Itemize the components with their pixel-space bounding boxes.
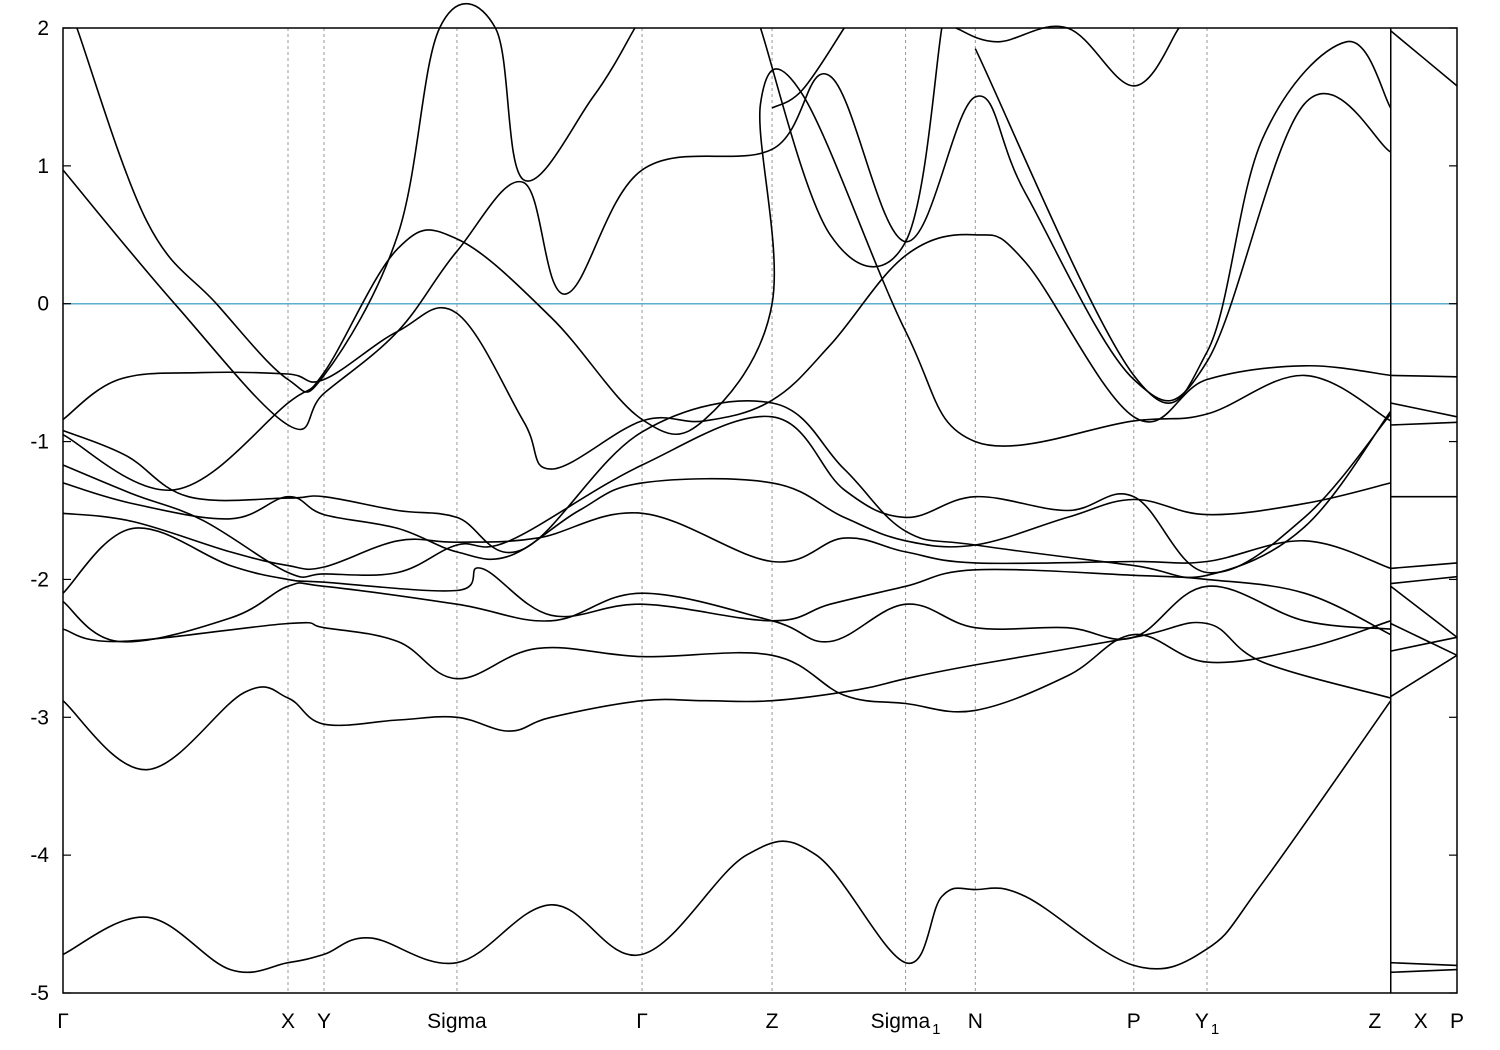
band-line-6	[62, 511, 1391, 571]
band-line-14	[771, 27, 845, 109]
band-line-23	[1390, 562, 1458, 570]
band-lines	[62, 3, 1458, 974]
x-tick-label-main: Sigma	[427, 1010, 487, 1033]
y-tick-label: -3	[30, 706, 49, 729]
y-tick-label: 1	[37, 155, 49, 178]
x-tick-label: N	[968, 1010, 983, 1033]
x-tick-label: Sigma	[427, 1010, 487, 1033]
band-line-29	[1390, 961, 1458, 967]
band-line-13	[76, 3, 636, 393]
band-line-7	[62, 477, 1391, 561]
x-tick-label-main: Y	[1195, 1010, 1209, 1033]
x-tick-label: Γ	[57, 1010, 69, 1033]
x-tick-label-main: Z	[1368, 1010, 1381, 1033]
band-line-11	[62, 68, 1392, 491]
x-axis-ticks: Γ X Y Sigma Γ Z Sigma 1 N P Y 1 Z X P	[57, 1010, 1464, 1038]
band-line-4	[62, 582, 1391, 643]
x-tick-label-main: N	[968, 1010, 983, 1033]
band-line-12	[62, 73, 1392, 431]
x-tick-label: X	[1414, 1010, 1428, 1033]
x-tick-label: Z	[766, 1010, 779, 1033]
x-tick-label: P	[1450, 1010, 1464, 1033]
y-tick-label: 0	[37, 293, 49, 316]
x-tick-label-main: P	[1127, 1010, 1141, 1033]
band-line-10	[62, 233, 1391, 470]
band-line-3	[62, 620, 1391, 713]
y-tick-label: -1	[30, 431, 49, 454]
band-line-5	[62, 527, 1392, 636]
y-tick-label: -2	[30, 568, 49, 591]
band-line-24	[1390, 575, 1458, 585]
x-tick-label-main: X	[1414, 1010, 1428, 1033]
x-tick-label-main: Z	[766, 1010, 779, 1033]
band-line-18	[1390, 30, 1458, 87]
plot-frame	[62, 27, 1458, 994]
band-line-26	[1390, 636, 1458, 652]
band-line-1	[62, 700, 1392, 974]
y-tick-label: 2	[37, 17, 49, 40]
band-line-20	[1390, 402, 1458, 418]
band-line-21	[1390, 421, 1458, 426]
band-line-28	[1390, 654, 1458, 698]
x-tick-label: Sigma 1	[871, 1010, 941, 1038]
x-tick-label: X	[281, 1010, 295, 1033]
y-tick-label: -5	[30, 982, 49, 1005]
band-line-16	[955, 25, 1180, 87]
band-line-27	[1390, 622, 1458, 657]
x-tick-label-main: X	[281, 1010, 295, 1033]
x-tick-label-subscript: 1	[1211, 1021, 1219, 1038]
x-tick-label-main: Y	[317, 1010, 331, 1033]
band-line-19	[1390, 374, 1458, 378]
band-line-8	[62, 413, 1392, 579]
y-axis-ticks: -5 -4 -3 -2 -1 0 1 2	[30, 17, 1457, 1005]
x-tick-label: Γ	[636, 1010, 648, 1033]
x-tick-label: Y	[317, 1010, 331, 1033]
x-tick-label-main: Γ	[57, 1010, 69, 1033]
x-tick-label-main: Sigma	[871, 1010, 931, 1033]
band-line-9	[62, 400, 1392, 579]
x-tick-label-main: Γ	[636, 1010, 648, 1033]
y-tick-label: -4	[30, 844, 49, 867]
band-line-30	[1390, 968, 1458, 974]
band-line-15	[759, 27, 943, 268]
band-line-25	[1390, 585, 1458, 638]
x-tick-label: P	[1127, 1010, 1141, 1033]
band-line-2	[62, 621, 1391, 771]
band-line-17	[974, 40, 1392, 404]
x-tick-label: Z	[1368, 1010, 1381, 1033]
x-tick-label-subscript: 1	[932, 1021, 940, 1038]
x-tick-label-main: P	[1450, 1010, 1464, 1033]
